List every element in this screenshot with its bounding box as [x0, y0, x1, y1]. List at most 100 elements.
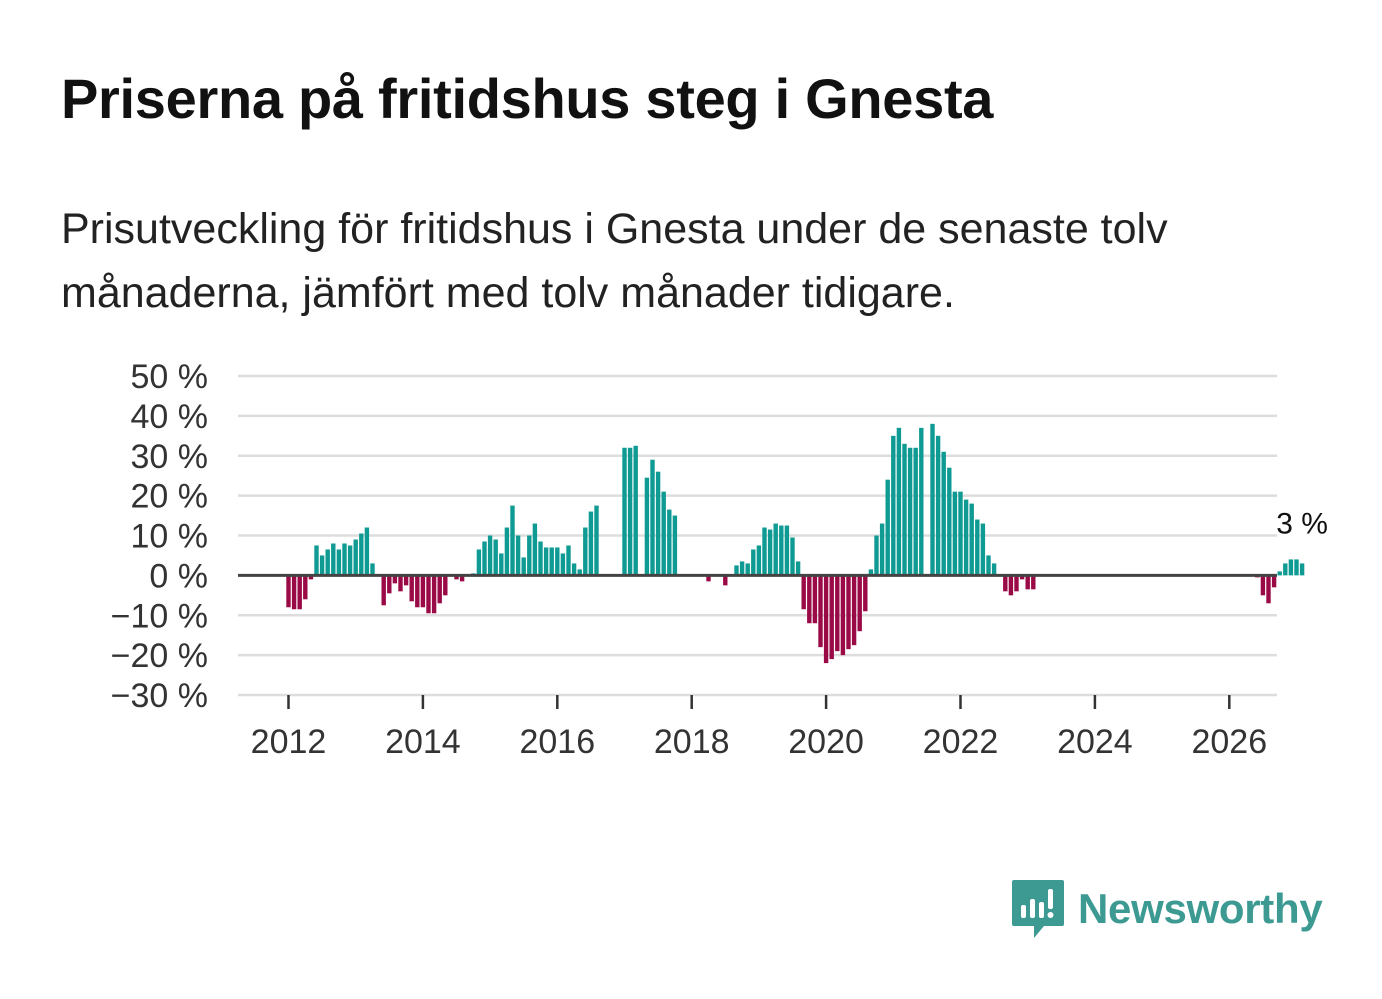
bar [1260, 575, 1266, 596]
latest-value-label: 3 % [1276, 507, 1328, 540]
bar [672, 515, 678, 576]
bar [902, 443, 907, 576]
bar [874, 535, 879, 576]
bar [403, 575, 409, 586]
bar [476, 549, 482, 576]
bar [336, 549, 342, 576]
bar [885, 479, 890, 576]
bar [493, 539, 498, 576]
bar [907, 447, 913, 576]
bar [560, 553, 566, 576]
bar [319, 555, 325, 576]
x-tick-label: 2024 [1057, 723, 1133, 761]
bar [840, 575, 846, 656]
newsworthy-logo[interactable]: Newsworthy [1010, 877, 1323, 941]
bar [286, 575, 291, 608]
newsworthy-logo-icon [1012, 880, 1064, 938]
chart-subtitle: Prisutveckling för fritidshus i Gnesta u… [61, 205, 1168, 317]
bar [1014, 575, 1019, 592]
bar [1277, 571, 1282, 576]
y-tick-label: 20 % [131, 478, 209, 516]
bar [297, 575, 302, 610]
bar [975, 519, 980, 576]
bar [913, 447, 918, 576]
y-tick-label: −20 % [111, 637, 208, 675]
bar [941, 451, 946, 576]
bar [930, 423, 935, 576]
bar [459, 575, 465, 582]
x-tick-label: 2026 [1191, 723, 1267, 761]
x-tick-label: 2018 [654, 723, 730, 761]
bar [863, 575, 868, 612]
y-axis: 50 %40 %30 %20 %10 %0 %−10 %−20 %−30 % [111, 358, 208, 715]
bar [347, 545, 353, 576]
bars [286, 423, 1305, 664]
x-axis: 2012 2014 2016 2018 2020 2022 2024 2026 [251, 695, 1267, 761]
bar [437, 575, 442, 604]
bar [790, 537, 795, 576]
bar [706, 575, 711, 582]
bar [891, 435, 896, 576]
bar [521, 557, 526, 576]
bar [857, 575, 862, 632]
bar [846, 575, 851, 650]
bar [980, 523, 986, 576]
y-tick-label: 50 % [131, 358, 209, 396]
bar [879, 523, 885, 576]
bar [1299, 563, 1305, 576]
bar [515, 535, 521, 576]
bar [426, 575, 431, 614]
bar [1294, 559, 1299, 576]
bar [532, 523, 538, 576]
bar [1266, 575, 1271, 604]
bar [812, 575, 818, 624]
bar [773, 523, 778, 576]
bar [566, 545, 571, 576]
bar [409, 575, 414, 602]
bar [823, 575, 829, 664]
annotation-group: 3 % [1276, 507, 1328, 540]
bar [571, 563, 577, 576]
bar [1031, 575, 1036, 590]
bar [739, 561, 745, 576]
bar [443, 575, 448, 596]
bar [487, 535, 493, 576]
bar [851, 575, 857, 646]
bar [577, 569, 582, 576]
y-tick-label: 10 % [131, 518, 209, 556]
y-tick-label: 0 % [149, 557, 208, 595]
x-tick-label: 2022 [923, 723, 999, 761]
bar [991, 563, 997, 576]
bar [1019, 575, 1025, 580]
bar [650, 459, 655, 576]
bar [549, 547, 554, 576]
bar [919, 427, 924, 576]
x-tick-label: 2016 [519, 723, 595, 761]
x-tick-label: 2014 [385, 723, 461, 761]
bar [325, 549, 330, 576]
bar [420, 575, 426, 608]
bar [392, 575, 398, 584]
y-tick-label: −10 % [111, 597, 208, 635]
bar [784, 525, 790, 576]
bar [370, 563, 375, 576]
bar [667, 509, 672, 576]
bar [734, 565, 739, 576]
bar [896, 427, 902, 576]
bar [387, 575, 392, 594]
bar [986, 555, 991, 576]
bar [756, 545, 762, 576]
bar [829, 575, 834, 660]
bar [398, 575, 403, 592]
bar [745, 563, 750, 576]
bar [431, 575, 437, 614]
bar [935, 435, 941, 576]
bar [331, 543, 336, 576]
bar [655, 471, 661, 576]
bar [818, 575, 823, 648]
bar [415, 575, 420, 608]
bar [353, 539, 358, 576]
y-tick-label: −30 % [111, 677, 208, 715]
bar [767, 529, 773, 576]
